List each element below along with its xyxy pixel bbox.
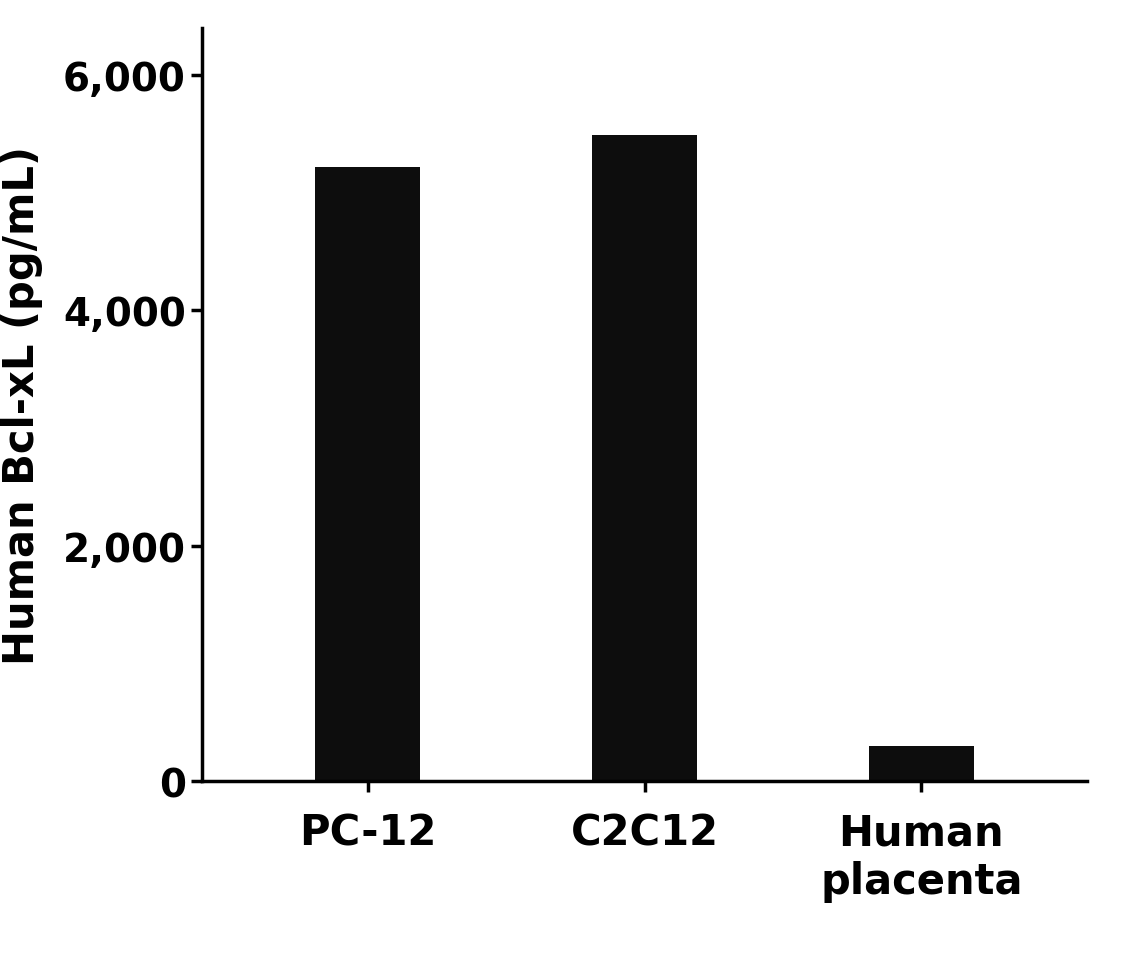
- Bar: [869, 746, 974, 781]
- Bar: [315, 168, 420, 781]
- Bar: [592, 136, 697, 781]
- Y-axis label: Human Bcl-xL (pg/mL): Human Bcl-xL (pg/mL): [1, 146, 44, 664]
